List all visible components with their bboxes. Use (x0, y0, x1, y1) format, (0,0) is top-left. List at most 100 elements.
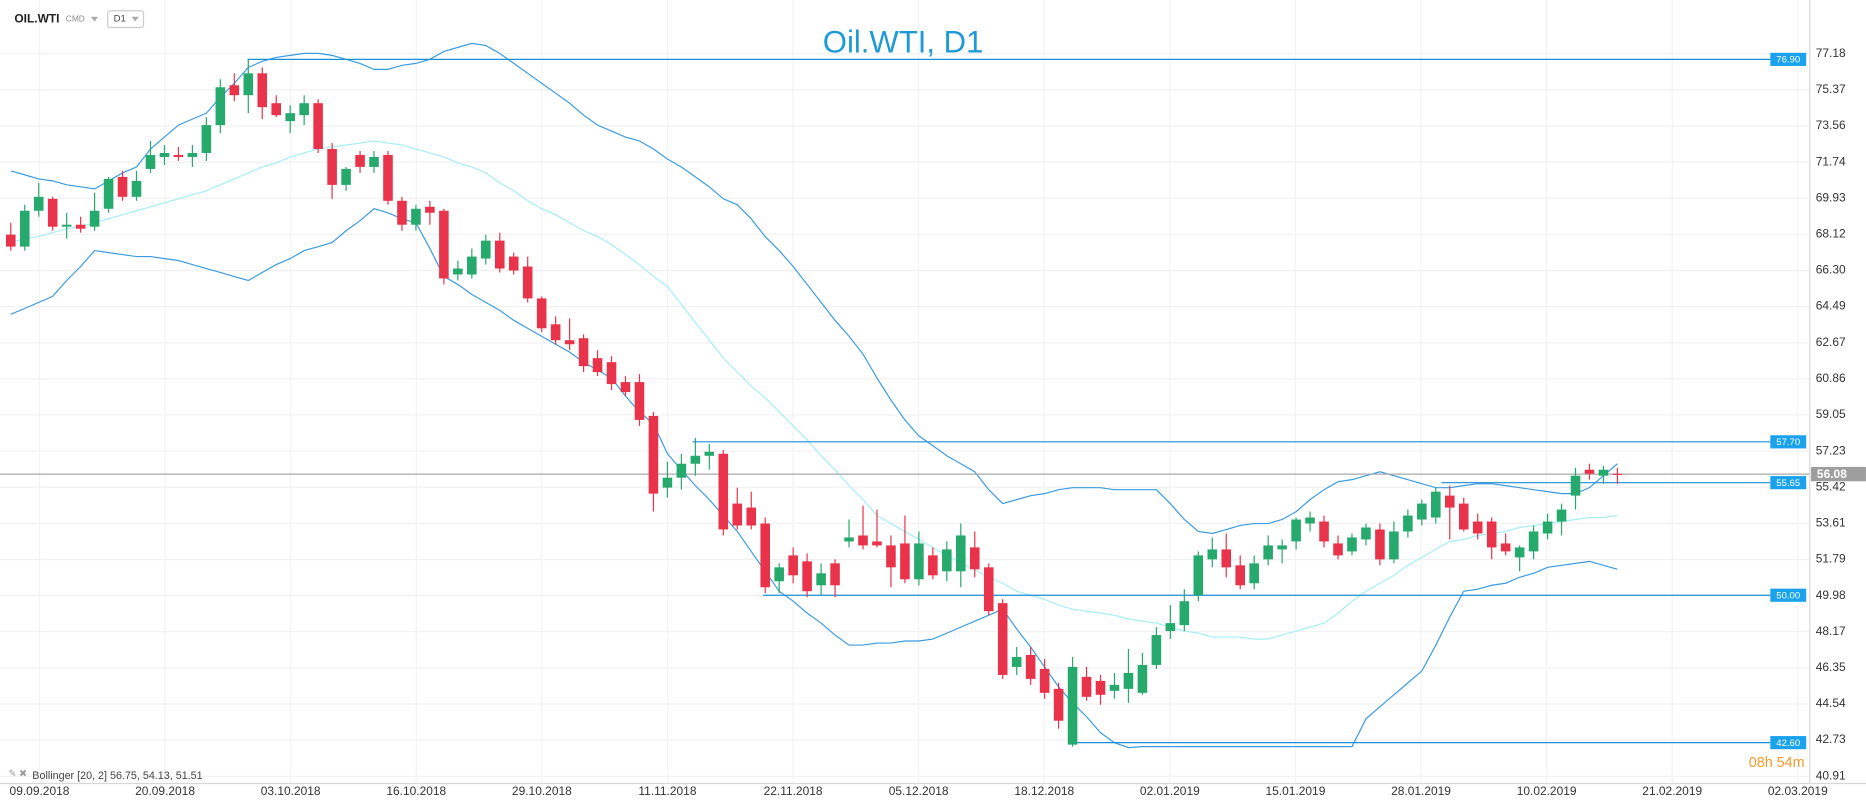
candle-body (1598, 469, 1609, 476)
symbol[interactable]: OIL.WTI (14, 11, 59, 25)
candle-body (1249, 563, 1259, 584)
candle-body (117, 176, 128, 197)
candle-body (886, 545, 896, 568)
level-label: 55.65 (1776, 478, 1800, 489)
indicator-settings-icon[interactable]: ✎ ✖ (8, 768, 27, 779)
dropdown-arrow[interactable] (90, 16, 99, 22)
candle-body (1472, 521, 1483, 534)
candle-body (33, 196, 44, 211)
current-price-label: 56.08 (1817, 467, 1847, 481)
candle-body (914, 543, 924, 580)
level-label: 42.60 (1776, 738, 1800, 749)
candle-body (243, 73, 254, 96)
candle-body (676, 463, 687, 478)
candle-body (1095, 680, 1106, 695)
candle-body (299, 103, 309, 116)
candle-body (285, 113, 295, 122)
candle-body (173, 154, 184, 157)
candle-body (1542, 521, 1553, 534)
candle-body (1458, 503, 1469, 530)
timeframe-select[interactable] (107, 10, 145, 29)
candle-body (369, 156, 379, 167)
y-tick-label: 48.17 (1816, 624, 1846, 638)
candle-body (1361, 527, 1371, 540)
candle-body (201, 125, 212, 153)
candle-body (1417, 503, 1427, 520)
candle-body (397, 200, 407, 225)
y-tick-label: 53.61 (1816, 515, 1846, 529)
bollinger-line (10, 208, 1618, 749)
candle-body (481, 240, 491, 259)
candle-body (5, 234, 16, 247)
x-tick-label: 18.12.2018 (1014, 784, 1074, 798)
candle-body (75, 224, 86, 229)
candle-body (467, 256, 477, 275)
candle-body (1528, 531, 1539, 552)
level-label-box (1770, 476, 1807, 490)
candle-body (844, 537, 854, 542)
y-tick-label: 64.49 (1816, 299, 1846, 313)
candle-body (159, 152, 170, 157)
y-tick-label: 68.12 (1816, 226, 1846, 240)
y-tick-label: 57.23 (1816, 443, 1846, 457)
candle-body (858, 535, 868, 546)
candle-body (1403, 515, 1413, 532)
candle-body (942, 549, 952, 572)
x-tick-label: 15.01.2019 (1266, 784, 1326, 798)
candle-body (1333, 543, 1343, 556)
candle-body (145, 154, 156, 169)
x-tick-label: 10.02.2019 (1517, 784, 1577, 798)
candle-body (1291, 519, 1301, 542)
candle-body (956, 535, 966, 572)
candle-body (578, 338, 589, 367)
candle-body (1011, 656, 1022, 667)
candle-body (522, 266, 533, 299)
candle-body (1221, 549, 1232, 568)
candle-body (327, 149, 337, 185)
candle-body (341, 168, 351, 185)
candle-body (425, 206, 435, 213)
level-label: 50.00 (1776, 590, 1800, 601)
bollinger-line (10, 140, 1618, 640)
candle-body (774, 567, 784, 582)
candle-body (690, 455, 701, 464)
candle-body (1025, 654, 1036, 679)
candle-body (704, 451, 715, 456)
candle-body (47, 198, 58, 227)
candle-body (620, 382, 631, 393)
current-price-box (1810, 466, 1866, 482)
timeframe[interactable]: D1 (114, 14, 126, 25)
candle-body (313, 103, 323, 150)
candle-body (746, 507, 757, 526)
instrument-type[interactable]: CMD (66, 13, 85, 23)
candle-body (1431, 491, 1441, 518)
candle-body (1319, 521, 1329, 542)
candle-body (550, 324, 561, 341)
candle-body (648, 415, 659, 494)
candle-body (969, 547, 980, 570)
level-label-box (1770, 588, 1807, 602)
candle-body (257, 73, 268, 108)
candle-body (1137, 664, 1148, 693)
y-tick-label: 60.86 (1816, 371, 1846, 385)
dropdown-arrow[interactable] (131, 16, 139, 22)
candle-body (1179, 601, 1190, 626)
candle-body (453, 268, 463, 275)
x-tick-label: 02.01.2019 (1140, 784, 1200, 798)
candle-body (718, 453, 729, 530)
bollinger-bands (10, 42, 1618, 749)
y-tick-label: 59.05 (1816, 407, 1846, 421)
candle-body (187, 152, 198, 157)
indicator-label: Bollinger [20, 2] 56.75, 54.13, 51.51 (32, 770, 202, 782)
y-tick-label: 77.18 (1816, 46, 1846, 60)
x-tick-label: 21.02.2019 (1642, 784, 1702, 798)
candle-body (1612, 473, 1623, 475)
x-tick-label: 29.10.2018 (512, 784, 572, 798)
candle-body (816, 573, 826, 586)
candle-body (19, 210, 30, 247)
candle-body (271, 103, 282, 116)
candle-body (662, 477, 673, 488)
candle-body (131, 180, 142, 197)
